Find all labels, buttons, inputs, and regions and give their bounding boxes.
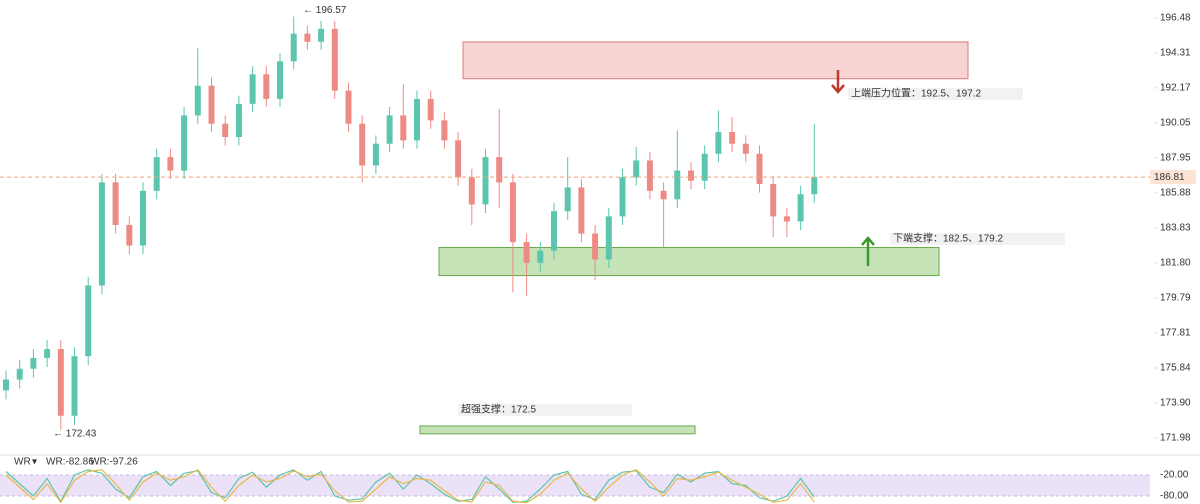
y-tick-label: 175.84 xyxy=(1160,363,1191,374)
zone xyxy=(462,41,969,80)
candle-body xyxy=(797,194,804,222)
candle-body xyxy=(674,170,681,200)
candle-body xyxy=(140,190,146,246)
candle-body xyxy=(208,85,215,124)
candle-body xyxy=(729,132,736,144)
candle-body xyxy=(688,170,694,181)
zone xyxy=(419,425,696,435)
candle-body xyxy=(71,356,78,416)
candle-body xyxy=(660,190,667,200)
y-tick-label: 177.81 xyxy=(1160,328,1191,339)
zone xyxy=(438,246,940,277)
arrow-head xyxy=(831,84,845,94)
candle-body xyxy=(318,28,325,42)
candle-body xyxy=(304,33,311,42)
indicator-legend: WR:-82.86 xyxy=(46,457,94,468)
y-tick-label: 181.80 xyxy=(1160,258,1191,269)
candle-body xyxy=(619,177,626,217)
candle-body xyxy=(16,368,23,380)
indicator-legend: WR:-97.26 xyxy=(90,457,138,468)
y-tick-label: 183.83 xyxy=(1160,222,1191,233)
indicator-band xyxy=(0,475,1150,496)
candle-body xyxy=(427,98,434,121)
candle-body xyxy=(468,177,475,205)
indicator-line xyxy=(5,468,815,504)
candle-body xyxy=(222,123,229,138)
label-box xyxy=(848,88,1023,100)
candle-body xyxy=(646,160,653,191)
candle-body xyxy=(235,103,242,138)
y-tick-label: 194.31 xyxy=(1160,48,1191,59)
candle-body xyxy=(592,233,599,260)
candle-body xyxy=(496,157,503,183)
candle-body xyxy=(523,242,530,263)
extreme-label: ← 196.57 xyxy=(303,5,347,16)
indicator-menu[interactable]: ▾ xyxy=(32,457,37,468)
candle-body xyxy=(701,153,708,181)
candle-body xyxy=(263,74,270,99)
candle-body xyxy=(126,224,133,246)
candle-body xyxy=(482,157,489,205)
candle-body xyxy=(400,115,407,141)
extreme-label: ← 172.43 xyxy=(53,428,97,439)
candle-body xyxy=(633,160,640,178)
y-tick-label: 171.98 xyxy=(1160,433,1191,444)
candle-body xyxy=(167,157,174,171)
candle-body xyxy=(783,216,790,222)
y-tick-label: 196.48 xyxy=(1160,13,1191,24)
candle-body xyxy=(372,143,379,166)
candle-body xyxy=(742,143,749,154)
zone-label: 下端支撑：182.5、179.2 xyxy=(893,232,1003,245)
candle-body xyxy=(85,285,92,357)
candle-body xyxy=(359,123,366,166)
candle-body xyxy=(605,216,612,260)
last-price-label: 186.81 xyxy=(1154,172,1185,183)
candle-body xyxy=(578,187,585,234)
candle-body xyxy=(30,357,37,369)
zone-label: 上端压力位置：192.5、197.2 xyxy=(851,87,981,100)
candle-body xyxy=(537,250,544,263)
candle-body xyxy=(386,115,393,144)
y-tick-label: 187.95 xyxy=(1160,153,1191,164)
candle-body xyxy=(112,182,119,225)
indicator-name: WR xyxy=(14,457,31,468)
candle-body xyxy=(98,182,105,286)
candle-body xyxy=(249,74,256,104)
candle-body xyxy=(414,98,420,141)
candle-body xyxy=(564,187,571,212)
arrow-head xyxy=(861,236,875,246)
y-tick-label: 173.90 xyxy=(1160,398,1191,409)
candle-body xyxy=(715,132,722,154)
candle-body xyxy=(277,61,283,99)
candle-body xyxy=(331,28,338,91)
candle-body xyxy=(181,115,188,171)
y-tick-label: 179.79 xyxy=(1160,293,1191,304)
label-box xyxy=(458,403,632,416)
candle-body xyxy=(770,184,777,217)
y-tick-label: 185.88 xyxy=(1160,188,1191,199)
candle-body xyxy=(756,153,763,185)
candle-body xyxy=(194,85,201,116)
label-box xyxy=(890,233,1065,245)
candle-body xyxy=(811,177,818,195)
indicator-tick-label: -20.00 xyxy=(1160,470,1189,481)
zone-label: 超强支撑：172.5 xyxy=(461,403,536,416)
candle-body xyxy=(345,90,352,124)
y-tick-label: 192.17 xyxy=(1160,83,1191,94)
candle-body xyxy=(57,349,64,416)
candle-body xyxy=(551,211,557,251)
candle-body xyxy=(44,349,51,358)
last-price-box xyxy=(1150,170,1196,185)
candle-body xyxy=(290,33,297,62)
candle-body xyxy=(153,157,160,191)
candle-body xyxy=(455,140,462,178)
candle-body xyxy=(509,182,516,243)
indicator-line xyxy=(5,469,815,503)
indicator-tick-label: -80.00 xyxy=(1160,491,1189,502)
candle-body xyxy=(3,379,9,391)
y-tick-label: 190.05 xyxy=(1160,118,1191,129)
candle-body xyxy=(441,120,448,141)
